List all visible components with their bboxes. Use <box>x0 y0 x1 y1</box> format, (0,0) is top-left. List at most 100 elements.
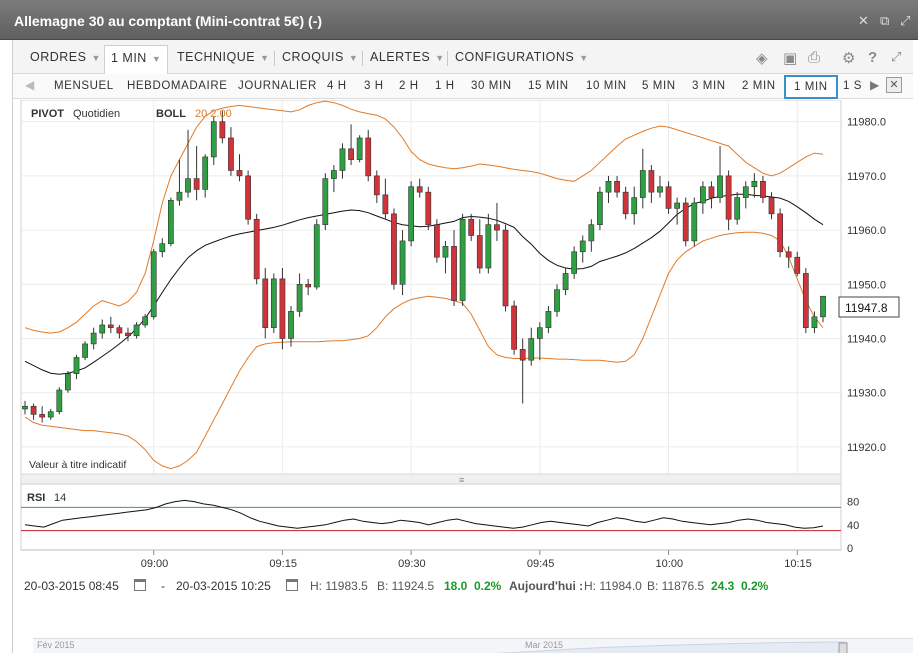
menu-configurations[interactable]: CONFIGURATIONS ▼ <box>455 50 589 64</box>
rsi-tick-label: 80 <box>847 497 859 509</box>
timeframe-2min[interactable]: 2 MIN <box>742 80 776 92</box>
candle <box>777 208 783 258</box>
candle <box>545 305 552 334</box>
candle <box>245 170 251 225</box>
timeframe-5min[interactable]: 5 MIN <box>642 80 676 92</box>
candle <box>451 230 457 306</box>
scroll-right-icon[interactable]: ▶ <box>870 78 880 92</box>
timeframe-4h[interactable]: 4 H <box>327 80 347 92</box>
rsi-axis: 80 40 0 <box>847 497 859 555</box>
navigator[interactable]: Fév 2015 Mar 2015 5 12 19 26 5 12 19 <box>33 638 913 653</box>
candle <box>270 273 277 334</box>
maximize-icon[interactable]: ⤢ <box>900 13 911 28</box>
window-title: Allemagne 30 au comptant (Mini-contrat 5… <box>14 13 323 29</box>
candle <box>82 341 88 361</box>
timeframe-hebdomadaire[interactable]: HEBDOMADAIRE <box>127 80 228 92</box>
layers-icon[interactable]: ◈ <box>756 50 768 67</box>
minimize-icon[interactable]: ✕ <box>858 13 869 28</box>
rsi-tick-label: 40 <box>847 520 859 532</box>
timeframe-10min[interactable]: 10 MIN <box>586 80 627 92</box>
navigator-month: Mar 2015 <box>525 640 563 650</box>
time-tick-label: 10:15 <box>784 558 812 570</box>
boll-label: BOLL <box>156 108 186 120</box>
close-icon[interactable]: ✕ <box>886 77 902 93</box>
candle <box>279 268 286 350</box>
timeframe-30min[interactable]: 30 MIN <box>471 80 512 92</box>
menu-interval[interactable]: 1 MIN ▼ <box>104 45 169 74</box>
timeframe-3min[interactable]: 3 MIN <box>692 80 726 92</box>
candle <box>614 175 620 198</box>
timeframe-3h[interactable]: 3 H <box>364 80 384 92</box>
candle <box>811 311 818 334</box>
splitter-grip-icon[interactable]: ≡ <box>459 475 464 485</box>
time-tick-label: 09:00 <box>141 558 169 570</box>
menu-ordres[interactable]: ORDRES ▼ <box>30 50 101 64</box>
candle <box>554 284 560 317</box>
calendar-icon[interactable] <box>134 579 146 591</box>
range-low: B: 11924.5 <box>377 579 435 593</box>
candle <box>691 197 698 247</box>
candle <box>734 192 741 225</box>
popout-icon[interactable]: ⧉ <box>880 13 890 28</box>
scroll-left-icon[interactable]: ◀ <box>25 78 35 92</box>
candle <box>760 175 766 203</box>
candle <box>442 240 449 274</box>
candle <box>356 135 363 163</box>
candle <box>313 219 320 290</box>
candle <box>193 146 200 201</box>
chart-area[interactable]: 11980.0 11970.0 11960.0 11950.0 11940.0 11930… <box>19 100 913 620</box>
timeframe-15min[interactable]: 15 MIN <box>528 80 569 92</box>
current-price: 11947.8 <box>845 301 888 315</box>
navigator-handle[interactable] <box>838 642 848 653</box>
timeframe-1s[interactable]: 1 S <box>843 80 863 92</box>
expand-icon[interactable]: ⤢ <box>891 49 902 64</box>
candle <box>511 300 517 355</box>
candle <box>639 148 646 209</box>
status-bar: 20-03-2015 08:45 - 20-03-2015 10:25 H: 1… <box>13 576 913 598</box>
price-chart[interactable]: 11980.0 11970.0 11960.0 11950.0 11940.0 11930… <box>19 100 913 580</box>
candle <box>107 316 114 334</box>
menu-alertes[interactable]: ALERTES ▼ <box>370 50 445 64</box>
menu-croquis[interactable]: CROQUIS ▼ <box>282 50 359 64</box>
candle <box>47 408 54 420</box>
candle <box>768 192 775 220</box>
candle <box>468 213 475 241</box>
navigator-area <box>494 641 846 653</box>
candle <box>571 246 578 279</box>
candle <box>802 268 809 334</box>
candle <box>416 178 423 198</box>
timeframe-1min[interactable]: 1 MIN <box>784 75 838 99</box>
chevron-down-icon: ▼ <box>348 53 359 63</box>
candle <box>622 186 629 220</box>
timeframe-mensuel[interactable]: MENSUEL <box>54 80 114 92</box>
range-change: 18.0 <box>444 579 468 593</box>
pane-splitter[interactable] <box>20 473 842 485</box>
candle <box>820 295 826 323</box>
chevron-down-icon: ▼ <box>151 54 162 64</box>
candle <box>485 213 492 274</box>
candle <box>588 219 595 252</box>
candle <box>236 154 243 182</box>
image-icon[interactable]: ▣ <box>783 50 798 67</box>
gear-icon[interactable]: ⚙ <box>842 50 856 67</box>
candle <box>425 186 432 231</box>
timeframe-1h[interactable]: 1 H <box>435 80 455 92</box>
candle <box>56 387 63 415</box>
candle <box>717 146 723 203</box>
calendar-icon[interactable] <box>286 579 298 591</box>
chart-window: ORDRES ▼ 1 MIN ▼ TECHNIQUE ▼ CROQUIS ▼ ALERT… <box>12 40 913 653</box>
navigator-month: Fév 2015 <box>37 640 75 650</box>
print-icon[interactable]: ⎙ <box>808 49 821 66</box>
menu-technique[interactable]: TECHNIQUE ▼ <box>177 50 270 64</box>
timeframe-journalier[interactable]: JOURNALIER <box>238 80 317 92</box>
candle <box>725 170 732 231</box>
toolbar-separator <box>274 51 275 66</box>
candle <box>185 129 191 198</box>
help-icon[interactable]: ? <box>868 49 878 66</box>
price-tick-label: 11940.0 <box>847 333 886 345</box>
candle <box>631 186 638 225</box>
candle <box>159 238 166 258</box>
timeframe-bar: ◀ MENSUEL HEBDOMADAIRE JOURNALIER 4 H 3 … <box>13 74 913 99</box>
timeframe-2h[interactable]: 2 H <box>399 80 419 92</box>
chevron-down-icon: ▼ <box>435 53 445 63</box>
